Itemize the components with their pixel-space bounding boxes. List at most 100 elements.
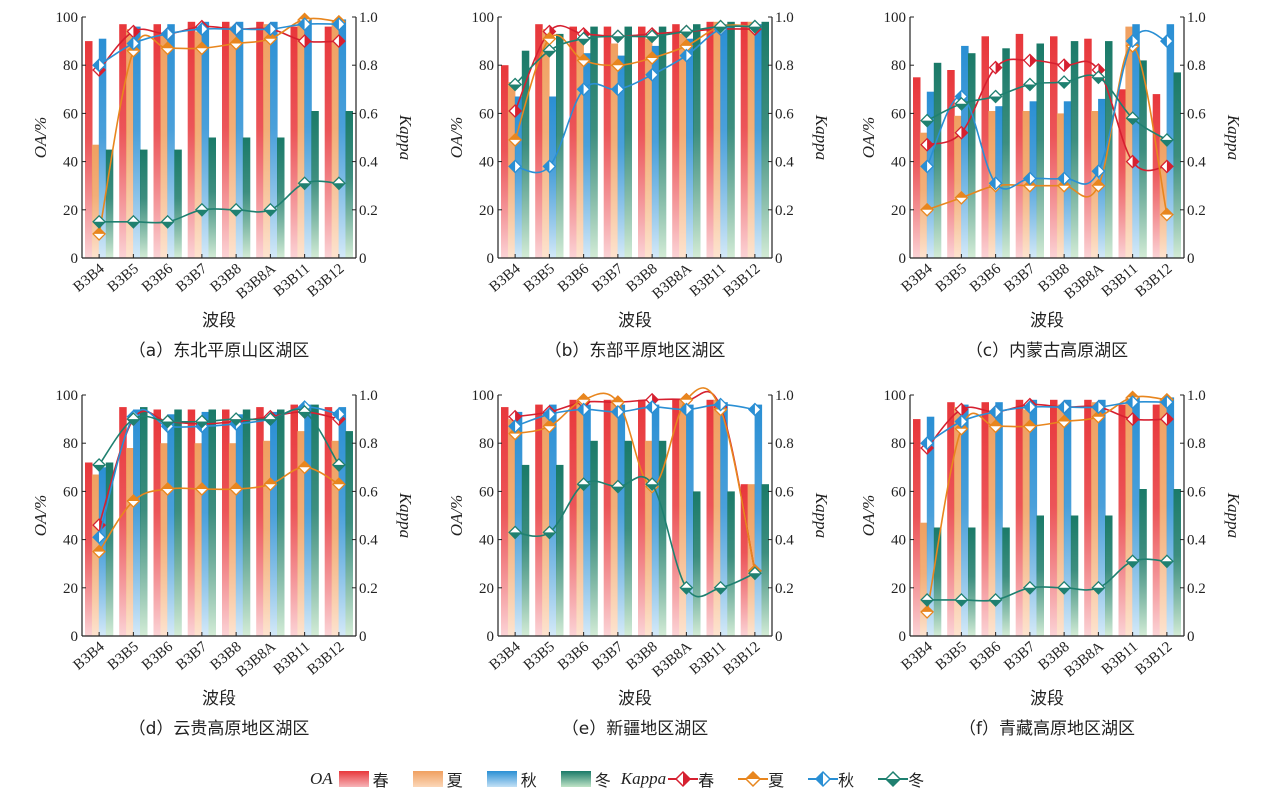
bar-oa-summer [228,443,237,636]
x-tick-label: B3B12 [721,639,764,679]
bar-oa-spring [947,70,955,258]
y-tick-label: 80 [63,436,78,452]
marker-kappa-autumn [92,58,107,73]
x-tick-label: B3B6 [555,638,592,673]
y2-axis-label: Kappa [812,114,831,160]
y2-tick-label: 1.0 [359,388,378,404]
marker-kappa-winter [576,31,591,46]
bar-oa-winter [1105,515,1113,636]
panel-b: 02040608010000.20.40.60.81.0B3B4B3B5B3B6… [447,10,831,361]
y2-tick-label: 0.8 [359,58,378,74]
bar-oa-spring [706,399,714,636]
marker-kappa-winter [92,214,107,229]
bar-oa-spring [913,419,921,636]
line-kappa-winter [515,476,756,598]
marker-kappa-winter [126,412,141,427]
x-tick-label: B3B7 [589,638,626,673]
y2-axis-label: Kappa [396,492,415,538]
bar-oa-autumn [1098,98,1106,259]
bar-oa-spring [501,407,509,636]
marker-kappa-spring [1159,159,1174,174]
marker-kappa-autumn [576,402,591,417]
marker-kappa-winter [508,525,523,540]
y-tick-label: 20 [891,203,906,219]
panel-title: （b）东部平原地区湖区 [545,341,726,361]
bar-oa-winter [1002,527,1010,636]
panel-title: （e）新疆地区湖区 [562,719,708,739]
y-tick-label: 80 [891,58,906,74]
y2-axis-label: Kappa [1224,114,1243,160]
y2-tick-label: 0.6 [1187,106,1206,122]
marker-kappa-autumn [645,400,660,415]
x-axis-label: 波段 [202,311,236,331]
bar-oa-winter [933,62,942,258]
y2-tick-label: 0.2 [1187,203,1206,219]
y2-tick-label: 0.4 [775,533,794,549]
y-tick-label: 100 [56,10,79,26]
bar-oa-winter [277,409,285,636]
marker-kappa-autumn [263,22,278,37]
bar-oa-autumn [235,414,244,636]
y-tick-label: 0 [71,251,79,267]
marker-kappa-autumn [920,436,935,451]
marker-kappa-winter [713,580,728,595]
marker-kappa-spring [1159,412,1174,427]
y-tick-label: 0 [899,251,907,267]
marker-kappa-autumn [1022,400,1037,415]
bar-oa-spring [501,65,509,258]
legend-marker-spring-icon [668,770,699,788]
marker-kappa-summer [542,419,557,434]
y2-tick-label: 0.4 [775,155,794,171]
marker-kappa-winter [713,19,728,34]
marker-kappa-spring [954,125,969,140]
x-tick-label: B3B5 [933,639,970,674]
legend-kappa-spring: 春 [668,767,714,791]
marker-kappa-winter [747,566,762,581]
bar-oa-winter [693,24,701,259]
marker-kappa-summer [160,41,175,56]
legend-kappa-autumn: 秋 [794,767,854,791]
y2-tick-label: 0.8 [359,436,378,452]
bar-oa-spring [569,399,577,636]
marker-kappa-spring [1125,412,1140,427]
legend-kappa-summer: 夏 [724,767,784,791]
bar-oa-spring [1050,399,1058,636]
bar-oa-spring [153,409,161,636]
panel-title: （d）云贵高原地区湖区 [129,719,310,739]
y2-tick-label: 0.2 [359,581,378,597]
bar-oa-summer [747,21,756,258]
x-tick-label: B3B8A [1062,261,1108,303]
bar-oa-winter [277,137,285,258]
marker-kappa-winter [645,29,660,44]
bar-oa-summer [91,474,100,636]
legend-swatch-autumn [486,771,517,787]
marker-kappa-winter [747,19,762,34]
bar-oa-summer [644,440,653,636]
bar-oa-winter [968,527,976,636]
y2-tick-label: 1.0 [775,10,794,26]
x-tick-label: B3B12 [1133,261,1176,301]
marker-kappa-autumn [1159,34,1174,49]
panel-title: （f）青藏高原地区湖区 [959,719,1135,739]
marker-kappa-summer [1022,419,1037,434]
bar-oa-spring [256,21,264,258]
marker-kappa-autumn [542,407,557,422]
y2-tick-label: 0 [775,251,783,267]
bar-oa-winter [174,409,182,636]
marker-kappa-winter [610,479,625,494]
bar-oa-summer [194,443,203,636]
bar-oa-winter [1173,489,1181,636]
y2-tick-label: 0.6 [359,484,378,500]
x-tick-label: B3B8A [650,261,696,303]
marker-kappa-winter [297,404,312,419]
bar-oa-autumn [201,21,210,258]
marker-kappa-summer [229,36,244,51]
marker-kappa-summer [920,604,935,619]
y-tick-label: 100 [884,388,907,404]
bar-oa-winter [590,26,598,258]
bar-oa-summer [228,26,237,258]
y-tick-label: 40 [891,155,906,171]
x-tick-label: B3B8A [1062,639,1108,681]
x-tick-label: B3B5 [521,639,558,674]
marker-kappa-autumn [331,17,346,32]
